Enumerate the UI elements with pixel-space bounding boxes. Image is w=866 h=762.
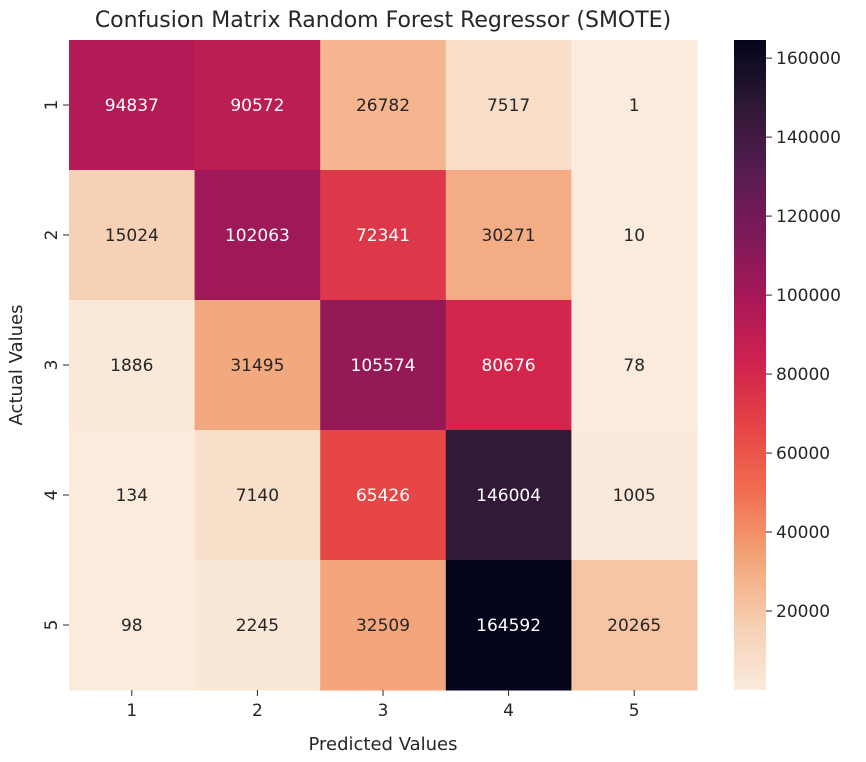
heatmap-cells [69,40,698,691]
heatmap-cell-label-r3-c2: 31495 [230,356,284,376]
heatmap-cell-label-r3-c5: 78 [623,356,645,376]
heatmap-cell-label-r5-c4: 164592 [476,616,541,636]
x-tick-label-4: 4 [503,701,514,721]
colorbar-tick-label-160000: 160000 [776,49,841,69]
heatmap-cell-r1-c5 [571,40,698,171]
heatmap-cell-label-r4-c5: 1005 [613,486,656,506]
heatmap-cell-r2-c4 [445,170,572,301]
heatmap-cell-r4-c2 [194,430,321,561]
heatmap-cell-label-r4-c4: 146004 [476,486,541,506]
heatmap-cell-r2-c5 [571,170,698,301]
heatmap-cell-r4-c5 [571,430,698,561]
heatmap-cell-label-r2-c4: 30271 [482,226,536,246]
colorbar-tick-label-20000: 20000 [776,602,830,622]
heatmap-cell-label-r2-c5: 10 [623,226,645,246]
heatmap-cell-r2-c2 [194,170,321,301]
y-axis-label: Actual Values [6,305,27,426]
heatmap-cell-r1-c4 [445,40,572,171]
colorbar-tick-label-140000: 140000 [776,128,841,148]
heatmap-cell-label-r2-c2: 102063 [225,226,290,246]
y-tick-label-5: 5 [42,620,62,631]
heatmap-cell-r3-c1 [69,300,196,431]
colorbar-tick-label-80000: 80000 [776,365,830,385]
heatmap-cell-r2-c1 [69,170,196,301]
colorbar: 20000 40000 60000 80000 100000 120000 140000 16… [734,40,841,690]
heatmap-cell-label-r4-c3: 65426 [356,486,410,506]
heatmap-cell-label-r4-c1: 134 [116,486,148,506]
heatmap-cell-r3-c4 [445,300,572,431]
chart-title: Confusion Matrix Random Forest Regressor… [95,8,671,33]
heatmap-cell-label-r1-c3: 26782 [356,96,410,116]
y-tick-label-4: 4 [42,490,62,501]
heatmap-cell-r5-c2 [194,560,321,691]
colorbar-tick-label-100000: 100000 [776,286,841,306]
colorbar-ticks: 20000 40000 60000 80000 100000 120000 140000 16… [766,49,841,622]
heatmap-cell-labels: 94837 90572 26782 7517 1 15024 102063 72341 3027… [105,96,661,636]
heatmap-cell-r1-c3 [320,40,447,171]
colorbar-gradient [734,40,766,690]
heatmap-cell-r5-c3 [320,560,447,691]
colorbar-tick-label-40000: 40000 [776,523,830,543]
heatmap-cell-label-r3-c4: 80676 [482,356,536,376]
heatmap-cell-label-r2-c3: 72341 [356,226,410,246]
y-tick-label-1: 1 [42,100,62,111]
heatmap-cell-r3-c2 [194,300,321,431]
heatmap-cell-label-r3-c1: 1886 [110,356,153,376]
heatmap-cell-label-r2-c1: 15024 [105,226,159,246]
heatmap-cell-label-r1-c4: 7517 [487,96,530,116]
y-axis-ticks: 1 2 3 4 5 [42,100,69,631]
x-tick-label-1: 1 [126,701,137,721]
heatmap-cell-label-r3-c3: 105574 [351,356,416,376]
heatmap-cell-r4-c3 [320,430,447,561]
colorbar-tick-label-60000: 60000 [776,444,830,464]
heatmap-cell-r1-c2 [194,40,321,171]
x-axis-label: Predicted Values [308,734,457,755]
heatmap-cell-label-r5-c2: 2245 [236,616,279,636]
heatmap-cell-r5-c4 [445,560,572,691]
heatmap-cell-label-r1-c1: 94837 [105,96,159,116]
heatmap-cell-label-r5-c3: 32509 [356,616,410,636]
colorbar-tick-label-120000: 120000 [776,207,841,227]
y-tick-label-3: 3 [42,360,62,371]
heatmap-cell-r1-c1 [69,40,196,171]
heatmap-cell-r5-c1 [69,560,196,691]
heatmap-cell-r5-c5 [571,560,698,691]
heatmap-cell-r4-c1 [69,430,196,561]
y-tick-label-2: 2 [42,230,62,241]
heatmap-cell-label-r4-c2: 7140 [236,486,279,506]
heatmap-cell-r2-c3 [320,170,447,301]
x-tick-label-5: 5 [629,701,640,721]
heatmap-cell-r3-c5 [571,300,698,431]
heatmap-cell-r3-c3 [320,300,447,431]
x-tick-label-3: 3 [378,701,389,721]
heatmap-cell-label-r1-c2: 90572 [230,96,284,116]
x-tick-label-2: 2 [252,701,263,721]
heatmap-cell-label-r5-c5: 20265 [607,616,661,636]
heatmap-cell-label-r5-c1: 98 [121,616,143,636]
x-axis-ticks: 1 2 3 4 5 [126,690,640,721]
heatmap-cell-r4-c4 [445,430,572,561]
heatmap-cell-label-r1-c5: 1 [629,96,640,116]
